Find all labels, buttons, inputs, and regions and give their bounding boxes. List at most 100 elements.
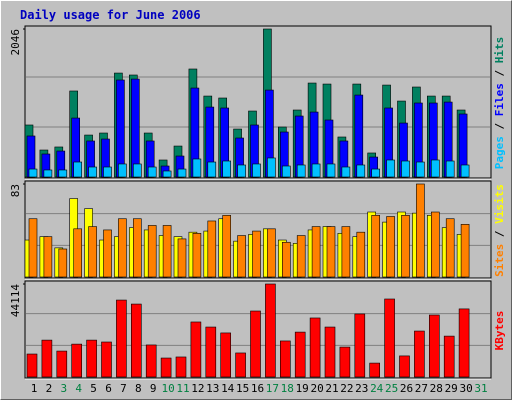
- bar: [281, 241, 291, 278]
- x-tick-label: 30: [459, 382, 472, 395]
- bar: [460, 164, 470, 178]
- bar: [88, 226, 97, 278]
- bar: [147, 225, 157, 278]
- bar: [131, 78, 140, 178]
- bar: [147, 166, 157, 178]
- bar: [386, 159, 395, 178]
- bar: [354, 313, 366, 378]
- bar: [28, 218, 38, 278]
- bar: [309, 317, 321, 378]
- x-tick-label: 4: [75, 382, 82, 395]
- bar: [237, 164, 246, 178]
- bar: [445, 160, 455, 178]
- x-tick-label: 22: [340, 382, 353, 395]
- bar: [133, 163, 142, 178]
- bar: [71, 343, 82, 378]
- legend-separator: /: [493, 224, 506, 244]
- x-tick-label: 19: [296, 382, 309, 395]
- x-tick-label: 1: [31, 382, 38, 395]
- bar: [86, 339, 97, 378]
- bar: [162, 225, 172, 278]
- legend-entry: Visits: [493, 184, 506, 224]
- x-tick-label: 15: [236, 382, 249, 395]
- x-tick-label: 7: [120, 382, 127, 395]
- x-tick-label: 5: [90, 382, 97, 395]
- bar: [26, 353, 38, 378]
- bar: [250, 310, 261, 378]
- x-tick-label: 16: [251, 382, 264, 395]
- bar: [445, 218, 455, 278]
- bar: [190, 321, 202, 378]
- bar: [414, 330, 425, 378]
- bar: [296, 164, 306, 178]
- x-tick-label: 13: [206, 382, 219, 395]
- x-tick-label: 14: [221, 382, 235, 395]
- bar: [222, 160, 231, 178]
- bar: [311, 163, 321, 178]
- x-tick-label: 17: [266, 382, 279, 395]
- x-tick-label: 9: [150, 382, 157, 395]
- bar: [192, 233, 202, 278]
- bar: [279, 340, 291, 378]
- bar: [252, 230, 261, 278]
- bar: [267, 157, 276, 178]
- legend-entry: KBytes: [493, 311, 506, 351]
- bar: [145, 344, 157, 378]
- bar: [207, 161, 217, 178]
- bar: [356, 164, 366, 178]
- bar: [160, 357, 172, 378]
- bar: [401, 160, 410, 178]
- bar: [118, 163, 127, 178]
- bar: [103, 166, 112, 178]
- bar: [207, 220, 217, 278]
- x-tick-label: 11: [176, 382, 189, 395]
- bar: [416, 183, 425, 278]
- bar: [443, 335, 455, 378]
- bar: [41, 339, 53, 378]
- bar: [58, 169, 68, 178]
- bar: [28, 168, 38, 178]
- bar: [416, 161, 425, 178]
- bar: [43, 236, 53, 278]
- legend-entry: Files: [493, 83, 506, 116]
- bar: [371, 215, 381, 278]
- x-tick-label: 10: [161, 382, 174, 395]
- x-tick-label: 8: [135, 382, 142, 395]
- bar: [341, 166, 351, 178]
- bar: [177, 238, 187, 278]
- x-tick-label: 2: [46, 382, 53, 395]
- bar: [296, 235, 306, 278]
- bar: [384, 298, 395, 378]
- x-tick-label: 18: [281, 382, 294, 395]
- x-tick-label: 6: [105, 382, 112, 395]
- bar: [356, 231, 366, 278]
- legend-entry: Sites: [493, 244, 506, 277]
- bar: [281, 165, 291, 178]
- bar: [116, 299, 127, 378]
- bar: [235, 352, 246, 378]
- bar: [386, 216, 395, 278]
- legend: Sites / Visits: [493, 184, 506, 277]
- bar: [458, 308, 470, 378]
- bar: [73, 161, 82, 178]
- chart-title: Daily usage for June 2006: [20, 8, 201, 22]
- bar: [177, 168, 187, 178]
- bar: [222, 215, 231, 278]
- bar: [369, 362, 381, 378]
- bar: [399, 355, 410, 378]
- x-tick-label: 12: [191, 382, 204, 395]
- bar: [371, 168, 381, 178]
- bar: [205, 326, 217, 378]
- bar: [326, 163, 336, 178]
- x-tick-label: 3: [60, 382, 67, 395]
- bar: [401, 215, 410, 278]
- y-tick-label: 83: [9, 184, 22, 197]
- bar: [430, 211, 440, 278]
- bar: [162, 170, 172, 178]
- x-tick-label: 23: [355, 382, 368, 395]
- x-tick-label: 29: [445, 382, 458, 395]
- x-tick-label: 24: [370, 382, 384, 395]
- legend-separator: /: [493, 116, 506, 136]
- y-tick-label: 2046: [9, 29, 22, 56]
